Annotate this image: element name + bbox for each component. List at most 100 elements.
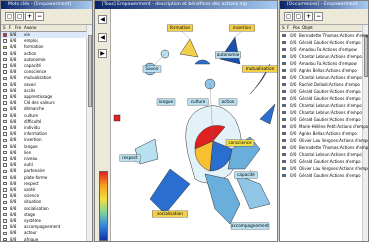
occurrence-row[interactable]: 0/0Bernadette Thomas:Actions d'empo xyxy=(280,32,363,39)
keyword: afrique xyxy=(24,237,38,242)
tool-button[interactable]: + xyxy=(304,12,313,21)
color-square xyxy=(3,33,7,37)
occurrence-row[interactable]: 0/0Rachid Delladi:Actions d'empo xyxy=(280,81,363,88)
tool-button[interactable]: ▢ xyxy=(15,12,24,21)
tool-button[interactable]: ◀ xyxy=(98,33,107,42)
object: Olivier Lau Vergnes:Actions d'empo xyxy=(299,165,369,172)
color-square xyxy=(3,188,7,192)
occurrence-row[interactable]: 0/0Gérald Gautier:Actions d'empo xyxy=(280,158,363,165)
position: 0/0 xyxy=(290,137,296,144)
node-label[interactable]: culture xyxy=(191,99,206,104)
occurrence-row[interactable]: 0/0Chantal Lebrun:Actions d'empo xyxy=(280,74,363,81)
occurrence-row[interactable]: 0/0Amadou Fa:Actions d'empow xyxy=(280,60,363,67)
object: Gérald Gautier:Actions d'empo xyxy=(299,116,361,123)
position: 0/0 xyxy=(290,32,296,39)
color-square xyxy=(3,213,7,217)
position: 0/0 xyxy=(290,95,296,102)
object: Marie-Hélène Petit:Actions d'empo xyxy=(299,123,368,130)
color-square xyxy=(3,170,7,174)
checkbox xyxy=(282,48,286,52)
occurrence-row[interactable]: 0/0Gérald Gautier:Actions d'empo xyxy=(280,172,363,179)
checkbox xyxy=(282,41,286,45)
object: Amadou Fa:Actions d'empow xyxy=(299,60,357,67)
object: Gérald Gautier:Actions d'empo xyxy=(299,158,361,165)
node-label[interactable]: action xyxy=(222,99,235,104)
tool-button[interactable]: ▢ xyxy=(5,12,14,21)
occurrence-row[interactable]: 0/0Agnès Bellas:Actions d'empo xyxy=(280,67,363,74)
column-header: F xyxy=(287,25,289,31)
occurrence-row[interactable]: 0/0Gérald Gautier:Actions d'empo xyxy=(280,95,363,102)
panel-title: [Tous] Empowerment - description et béné… xyxy=(95,1,277,9)
object: Gérald Gautier:Actions d'empo xyxy=(299,95,361,102)
tool-button[interactable]: ▢ xyxy=(284,12,293,21)
occurrence-row[interactable]: 0/0Olivier Lau Vergnes:Actions d'empo xyxy=(280,165,363,172)
occurrence-row[interactable]: 0/0Gérald Gautier:Actions d'empo xyxy=(280,116,363,123)
checkbox xyxy=(282,125,286,129)
node-label[interactable]: langue xyxy=(159,99,174,104)
node-label[interactable]: insertion xyxy=(233,25,252,30)
occurrence-row[interactable]: 0/0Chantal Lebrun:Actions d'empo xyxy=(280,151,363,158)
checkbox xyxy=(282,132,286,136)
tool-button[interactable]: ▢ xyxy=(294,12,303,21)
node-label[interactable]: Savoir xyxy=(145,66,158,71)
node-label[interactable]: capacité xyxy=(237,172,255,177)
node-label[interactable]: formation xyxy=(170,25,191,30)
position: 0/0 xyxy=(290,109,296,116)
tool-button[interactable]: − xyxy=(35,12,44,21)
node-label[interactable]: accompagnement xyxy=(231,223,269,228)
keywords-panel: Mots clés - [Empowerment] ▢ ▢ + − SFFreA… xyxy=(0,0,93,242)
node-label[interactable]: socialisation xyxy=(157,211,183,216)
panel-title: [Occurrences] - Empowerment xyxy=(280,1,368,9)
node-label[interactable]: conscience xyxy=(228,140,252,145)
tool-button[interactable]: ◀ xyxy=(98,15,107,24)
color-square xyxy=(3,83,7,87)
node-label[interactable]: respect xyxy=(122,155,138,160)
occurrence-row[interactable]: 0/0Chantal Lebrun:Actions d'empo xyxy=(280,102,363,109)
position: 0/0 xyxy=(290,81,296,88)
position: 0/0 xyxy=(290,123,296,130)
occurrences-panel: [Occurrences] - Empowerment ▢ ▢ + − SFPo… xyxy=(279,0,369,242)
column-header: F xyxy=(9,25,11,31)
occurrence-row[interactable]: 0/0Olivier Lau Vergnes:Actions d'empo xyxy=(280,137,363,144)
keyword-row[interactable]: 8/8afrique xyxy=(1,237,87,242)
occurrence-row[interactable]: 0/0Chantal Lebrun:Actions d'empo xyxy=(280,109,363,116)
object: Agnès Bellas:Actions d'empo xyxy=(299,67,357,74)
color-square xyxy=(3,39,7,43)
occurrence-row[interactable]: 0/0Bernadette Thomas:Actions d'empo xyxy=(280,144,363,151)
color-square xyxy=(3,101,7,105)
occurrence-row[interactable]: 0/0Agnès Bellas:Actions d'empo xyxy=(280,130,363,137)
object: Chantal Lebrun:Actions d'empo xyxy=(299,53,362,60)
checkbox xyxy=(282,118,286,122)
tool-button[interactable]: ▶ xyxy=(98,49,107,58)
color-square xyxy=(3,157,7,161)
checkbox xyxy=(282,34,286,38)
color-square xyxy=(3,120,7,124)
occurrence-row[interactable]: 0/0Gérald Gautier:Actions d'empo xyxy=(280,88,363,95)
color-square xyxy=(3,114,7,118)
checkbox xyxy=(282,83,286,87)
color-square xyxy=(3,176,7,180)
checkbox xyxy=(282,97,286,101)
occurrence-row[interactable]: 0/0Marie-Hélène Petit:Actions d'empo xyxy=(280,123,363,130)
object: Agnès Bellas:Actions d'empo xyxy=(299,130,357,137)
occurrence-row[interactable]: 0/0Amadou Fa:Actions d'empow xyxy=(280,46,363,53)
checkbox xyxy=(282,139,286,143)
object: Chantal Lebrun:Actions d'empo xyxy=(299,151,362,158)
tool-button[interactable]: − xyxy=(314,12,323,21)
graph-panel: [Tous] Empowerment - description et béné… xyxy=(94,0,278,242)
position: 0/0 xyxy=(290,88,296,95)
color-square xyxy=(3,64,7,68)
color-square xyxy=(3,238,7,242)
color-square xyxy=(3,95,7,99)
position: 0/0 xyxy=(290,158,296,165)
occurrence-row[interactable]: 0/0Chantal Lebrun:Actions d'empo xyxy=(280,53,363,60)
column-header: Objet xyxy=(302,25,313,31)
object: Bernadette Thomas:Actions d'empo xyxy=(299,32,369,39)
column-header: Axone xyxy=(24,25,36,31)
occurrence-row[interactable]: 0/0Gérald Gautier:Actions d'empo xyxy=(280,39,363,46)
color-square xyxy=(3,58,7,62)
node-label[interactable]: autonomie xyxy=(217,52,240,57)
tool-button[interactable]: + xyxy=(25,12,34,21)
node-label[interactable]: mutualisation xyxy=(246,66,275,71)
checkbox xyxy=(282,167,286,171)
